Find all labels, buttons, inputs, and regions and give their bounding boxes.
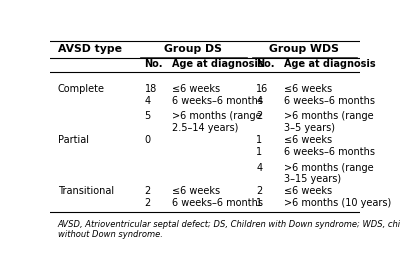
Text: 18: 18 [144, 84, 157, 94]
Text: 2: 2 [144, 186, 151, 196]
Text: 16: 16 [256, 84, 268, 94]
Text: 6 weeks–6 months: 6 weeks–6 months [284, 97, 375, 107]
Text: 2: 2 [256, 186, 262, 196]
Text: 2: 2 [144, 199, 151, 208]
Text: 4: 4 [144, 97, 151, 107]
Text: 4: 4 [256, 163, 262, 173]
Text: 1: 1 [256, 135, 262, 146]
Text: ≤6 weeks: ≤6 weeks [284, 135, 332, 146]
Text: Partial: Partial [58, 135, 89, 146]
Text: 6 weeks–6 months: 6 weeks–6 months [172, 97, 264, 107]
Text: Group DS: Group DS [164, 44, 222, 54]
Text: >6 months (range
3–15 years): >6 months (range 3–15 years) [284, 163, 374, 184]
Text: Age at diagnosis: Age at diagnosis [172, 59, 264, 69]
Text: >6 months (range
3–5 years): >6 months (range 3–5 years) [284, 111, 374, 133]
Text: No.: No. [256, 59, 275, 69]
Text: ≤6 weeks: ≤6 weeks [284, 186, 332, 196]
Text: Transitional: Transitional [58, 186, 114, 196]
Text: ≤6 weeks: ≤6 weeks [172, 84, 220, 94]
Text: No.: No. [144, 59, 163, 69]
Text: ≤6 weeks: ≤6 weeks [284, 84, 332, 94]
Text: 2: 2 [256, 111, 262, 121]
Text: >6 months (10 years): >6 months (10 years) [284, 199, 391, 208]
Text: 6 weeks–6 months: 6 weeks–6 months [172, 199, 264, 208]
Text: Complete: Complete [58, 84, 105, 94]
Text: ≤6 weeks: ≤6 weeks [172, 186, 220, 196]
Text: Age at diagnosis: Age at diagnosis [284, 59, 376, 69]
Text: Group WDS: Group WDS [269, 44, 339, 54]
Text: AVSD, Atrioventricular septal defect; DS, Children with Down syndrome; WDS, chil: AVSD, Atrioventricular septal defect; DS… [58, 220, 400, 239]
Text: 1: 1 [256, 147, 262, 157]
Text: 0: 0 [144, 135, 151, 146]
Text: 5: 5 [144, 111, 151, 121]
Text: 4: 4 [256, 97, 262, 107]
Text: 1: 1 [256, 199, 262, 208]
Text: AVSD type: AVSD type [58, 44, 122, 54]
Text: >6 months (range
2.5–14 years): >6 months (range 2.5–14 years) [172, 111, 262, 133]
Text: 6 weeks–6 months: 6 weeks–6 months [284, 147, 375, 157]
